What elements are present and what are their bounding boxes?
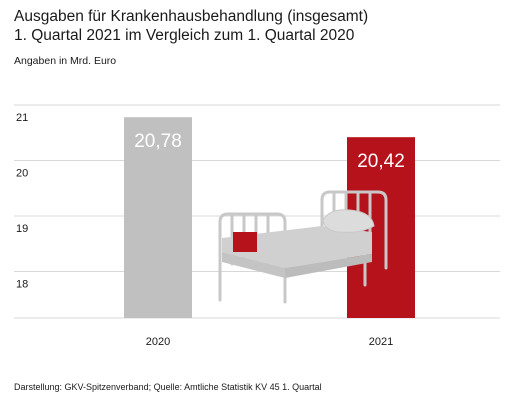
x-tick-label-2020: 2020: [146, 336, 170, 348]
bed-body: [222, 209, 375, 278]
y-tick-label: 19: [16, 223, 28, 235]
chart-title-line2: 1. Quartal 2021 im Vergleich zum 1. Quar…: [14, 27, 355, 44]
chart-title-line1: Ausgaben für Krankenhausbehandlung (insg…: [14, 8, 369, 25]
bar-2020: [124, 117, 192, 319]
chart-title: Ausgaben für Krankenhausbehandlung (insg…: [14, 7, 368, 45]
x-axis-labels: 2020 2021: [146, 336, 393, 348]
data-label-2020: 20,78: [134, 131, 182, 152]
source-note: Darstellung: GKV-Spitzenverband; Quelle:…: [14, 382, 322, 392]
x-tick-label-2021: 2021: [369, 336, 393, 348]
y-tick-label: 21: [16, 112, 28, 124]
grid-lines: [14, 104, 500, 319]
y-tick-label: 18: [16, 279, 28, 291]
data-label-2021: 20,42: [357, 151, 405, 172]
data-labels: 20,78 20,42: [134, 131, 405, 172]
y-axis-ticks: 21 20 19 18: [16, 112, 28, 291]
unit-label: Angaben in Mrd. Euro: [14, 55, 117, 67]
y-tick-label: 20: [16, 168, 28, 180]
